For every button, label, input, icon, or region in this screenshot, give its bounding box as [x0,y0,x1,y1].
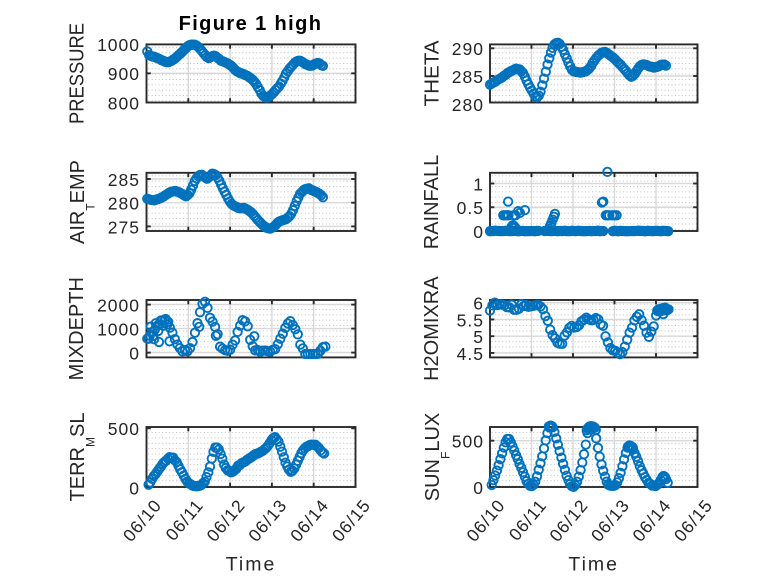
svg-text:6: 6 [473,294,484,314]
svg-text:1000: 1000 [97,35,140,55]
svg-text:0: 0 [129,479,140,499]
svg-text:0: 0 [129,344,140,364]
svg-text:1: 1 [473,174,484,194]
svg-text:THETA: THETA [422,40,444,107]
svg-text:285: 285 [108,170,140,190]
svg-text:MIXDEPTH: MIXDEPTH [66,277,88,380]
svg-text:280: 280 [108,194,140,214]
svg-text:900: 900 [108,64,140,84]
svg-text:285: 285 [452,67,484,87]
svg-text:275: 275 [108,217,140,237]
svg-text:800: 800 [108,93,140,113]
svg-text:500: 500 [452,432,484,452]
svg-text:1000: 1000 [97,320,140,340]
svg-text:2000: 2000 [97,296,140,316]
svg-text:Figure 1 high: Figure 1 high [179,13,323,35]
svg-text:5: 5 [473,327,484,347]
svg-text:H2OMIXRA: H2OMIXRA [421,276,443,381]
svg-text:RAINFALL: RAINFALL [421,155,443,249]
svg-text:Time: Time [226,554,277,576]
svg-text:0.5: 0.5 [457,198,484,218]
svg-text:280: 280 [452,95,484,115]
svg-text:0: 0 [473,222,484,242]
svg-text:4.5: 4.5 [457,344,484,364]
svg-text:PRESSURE: PRESSURE [67,23,89,124]
svg-text:290: 290 [452,39,484,59]
svg-text:0: 0 [473,478,484,498]
svg-text:5.5: 5.5 [457,310,484,330]
svg-text:Time: Time [568,554,619,576]
svg-text:500: 500 [108,419,140,439]
